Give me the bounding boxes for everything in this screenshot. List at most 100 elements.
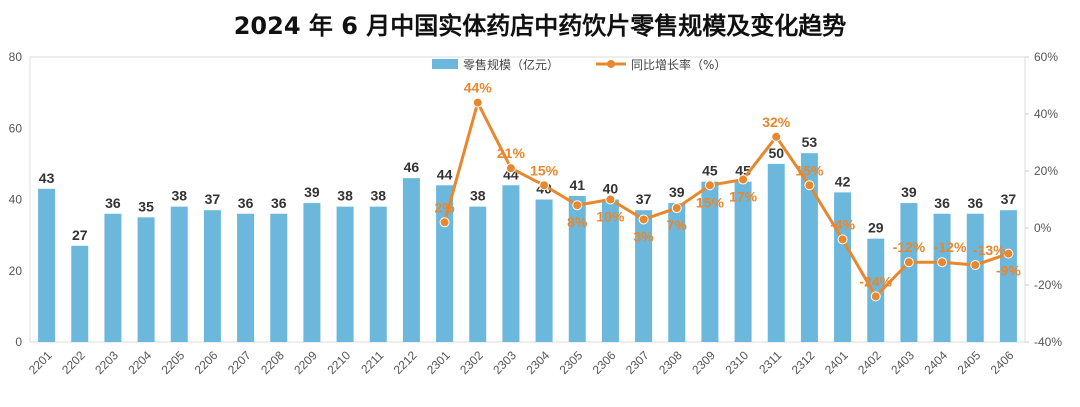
left-axis-tick: 80 (9, 50, 23, 64)
bar (469, 206, 487, 342)
legend-line-marker (607, 60, 615, 68)
x-axis-tick: 2404 (921, 348, 950, 377)
bar (535, 199, 553, 342)
bar-label: 39 (669, 184, 685, 200)
bar-label: 36 (271, 195, 287, 211)
bar-label: 37 (205, 191, 221, 207)
bar-label: 35 (138, 198, 154, 214)
x-axis-tick: 2304 (523, 348, 552, 377)
x-axis-tick: 2307 (623, 348, 652, 377)
line-label: 17% (729, 189, 758, 205)
growth-line (443, 98, 1009, 299)
right-axis-tick: -20% (1034, 278, 1062, 292)
line-point (638, 214, 649, 225)
bar (137, 217, 155, 342)
line-point (472, 97, 483, 108)
x-axis-tick: 2201 (26, 348, 55, 377)
bar-label: 38 (470, 188, 486, 204)
line-point (837, 234, 848, 245)
x-axis-tick: 2406 (988, 348, 1017, 377)
line-label: -12% (934, 239, 967, 255)
x-axis-tick: 2312 (789, 348, 818, 377)
line-point (439, 217, 450, 228)
x-axis-tick: 2303 (490, 348, 519, 377)
bar-label: 29 (868, 220, 884, 236)
x-axis-tick: 2203 (92, 348, 121, 377)
x-axis-tick: 2210 (324, 348, 353, 377)
bar (800, 153, 818, 342)
bar (834, 192, 852, 342)
left-axis-tick: 20 (9, 264, 23, 278)
right-axis-tick: 60% (1034, 50, 1058, 64)
bar (900, 203, 918, 342)
x-axis-tick: 2209 (291, 348, 320, 377)
line-label: -13% (973, 242, 1006, 258)
bar (336, 206, 354, 342)
bar (402, 178, 420, 342)
line-point (771, 131, 782, 142)
left-axis-tick: 0 (15, 335, 22, 349)
x-axis-tick: 2401 (822, 348, 851, 377)
x-axis-tick: 2403 (888, 348, 917, 377)
bar-label: 27 (72, 227, 88, 243)
bar-label: 38 (171, 188, 187, 204)
line-point (671, 203, 682, 214)
bar-label: 43 (39, 170, 55, 186)
line-label: 44% (464, 80, 493, 96)
x-axis-tick: 2206 (192, 348, 221, 377)
bar (237, 213, 255, 342)
line-label: -24% (859, 273, 892, 289)
x-axis-tick: 2204 (125, 348, 154, 377)
x-axis-tick: 2207 (225, 348, 254, 377)
bar-label: 37 (1001, 191, 1017, 207)
bar (568, 195, 586, 342)
line-label: 21% (497, 145, 526, 161)
bar (601, 199, 619, 342)
x-axis-tick: 2306 (590, 348, 619, 377)
line-point (870, 291, 881, 302)
line-label: 15% (530, 162, 559, 178)
line-point (804, 180, 815, 191)
plot-frame (29, 56, 1026, 343)
line-label: 2% (434, 199, 455, 215)
right-axis-tick: 20% (1034, 164, 1058, 178)
bar-label: 36 (105, 195, 121, 211)
line-label: 15% (795, 162, 824, 178)
line-point (605, 194, 616, 205)
line-label: 10% (596, 209, 625, 225)
bar (71, 245, 89, 342)
bar-label: 39 (304, 184, 320, 200)
right-axis-tick: -40% (1034, 335, 1062, 349)
bar-label: 38 (370, 188, 386, 204)
legend-bar-label: 零售规模（亿元） (463, 57, 559, 72)
bar-label: 36 (238, 195, 254, 211)
line-point (970, 260, 981, 271)
legend-bar-swatch (432, 59, 458, 69)
bar (867, 238, 885, 342)
line-label: 32% (762, 114, 791, 130)
right-axis-tick: 40% (1034, 107, 1058, 121)
bar-label: 41 (569, 177, 585, 193)
x-axis-tick: 2301 (424, 348, 453, 377)
x-axis-tick: 2311 (756, 348, 784, 376)
line-label: 8% (567, 214, 588, 230)
x-axis-tick: 2202 (59, 348, 88, 377)
x-axis-tick: 2405 (955, 348, 984, 377)
bar (170, 206, 188, 342)
x-axis-tick: 2308 (656, 348, 685, 377)
bar-label: 36 (934, 195, 950, 211)
bar (999, 210, 1017, 342)
x-axis-tick: 2302 (457, 348, 486, 377)
bar (701, 181, 719, 342)
x-axis-tick: 2212 (391, 348, 420, 377)
bar-label: 53 (802, 134, 818, 150)
left-axis-tick: 40 (9, 193, 23, 207)
legend-line-label: 同比增长率（%） (631, 57, 726, 72)
bar-label: 50 (768, 145, 784, 161)
x-axis-tick: 2211 (358, 348, 386, 376)
bar (966, 213, 984, 342)
line-point (937, 257, 948, 268)
bar-label: 37 (636, 191, 652, 207)
bar (668, 203, 686, 342)
